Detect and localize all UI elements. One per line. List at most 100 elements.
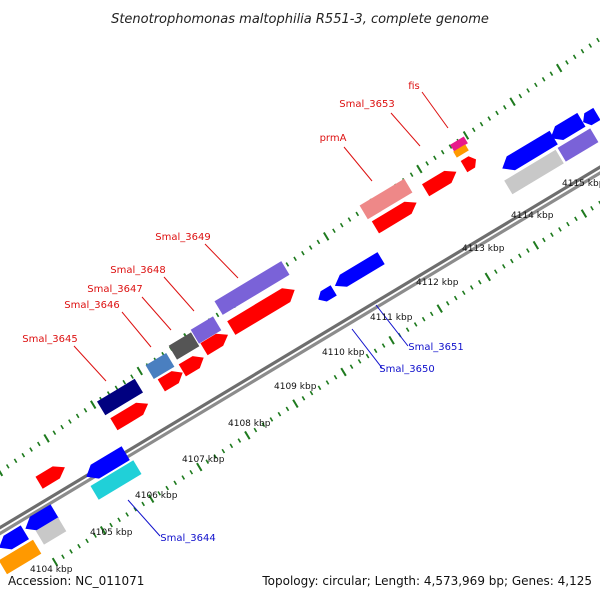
major-tick [43, 433, 50, 443]
minor-tick [461, 290, 466, 296]
major-tick [148, 494, 155, 504]
gene-arrow [35, 517, 67, 545]
minor-tick [558, 227, 562, 232]
major-tick [292, 399, 299, 408]
minor-tick [133, 506, 137, 512]
gene-arrow [0, 525, 29, 550]
minor-tick [221, 448, 226, 454]
gene-arrow [145, 353, 175, 379]
gene-arrow [86, 446, 130, 479]
minor-tick [52, 430, 57, 436]
minor-tick [285, 262, 290, 267]
minor-tick [526, 88, 530, 93]
gene-label[interactable]: Smal_3646 [64, 300, 119, 311]
gene-leader-line [163, 276, 195, 312]
minor-tick [355, 211, 360, 217]
gene-arrow [90, 460, 142, 500]
minor-tick [445, 301, 450, 306]
gene-leader-line [204, 243, 239, 279]
gene-label[interactable]: Smal_3651 [408, 342, 463, 353]
gene-label[interactable]: Smal_3647 [87, 284, 142, 295]
major-tick [196, 462, 203, 472]
gene-label[interactable]: Smal_3653 [339, 99, 394, 110]
minor-tick [61, 554, 65, 560]
gene-label[interactable]: Smal_3648 [110, 265, 165, 276]
minor-tick [316, 239, 321, 245]
gene-arrow [200, 333, 228, 356]
gene-label[interactable]: fis [408, 81, 420, 92]
major-tick [436, 304, 443, 313]
minor-tick [580, 48, 585, 54]
gene-label[interactable]: Smal_3644 [160, 533, 215, 544]
minor-tick [68, 419, 72, 424]
minor-tick [440, 149, 445, 155]
minor-tick [565, 60, 569, 65]
minor-tick [347, 217, 352, 222]
minor-tick [510, 258, 514, 264]
minor-tick [114, 385, 119, 391]
major-tick [323, 231, 330, 241]
major-tick [555, 63, 563, 73]
minor-tick [309, 390, 314, 396]
gene-leader-line [421, 91, 449, 129]
minor-tick [495, 110, 499, 116]
gene-label[interactable]: Smal_3650 [379, 364, 434, 375]
minor-tick [566, 221, 570, 227]
gene-arrow [460, 156, 476, 173]
kbp-tick-label: 4111 kbp [370, 313, 413, 323]
minor-tick [325, 380, 330, 385]
kbp-tick-label: 4106 kbp [135, 491, 178, 501]
major-tick [580, 209, 588, 218]
gene-leader-line [375, 304, 409, 347]
gene-arrow [214, 261, 290, 315]
minor-tick [493, 269, 498, 274]
gene-arrow [190, 316, 222, 344]
minor-tick [373, 348, 378, 354]
minor-tick [381, 343, 386, 348]
minor-tick [405, 327, 410, 333]
gene-leader-line [121, 311, 152, 348]
minor-tick [518, 253, 522, 259]
gene-arrow [583, 107, 600, 126]
gene-arrow [178, 356, 204, 377]
kbp-tick-label: 4110 kbp [322, 348, 365, 358]
gene-label[interactable]: prmA [320, 133, 347, 144]
minor-tick [213, 454, 218, 459]
minor-tick [157, 491, 162, 496]
major-tick [340, 367, 347, 377]
major-tick [462, 131, 470, 140]
minor-tick [487, 116, 492, 121]
gene-label[interactable]: Smal_3649 [155, 232, 210, 243]
gene-arrow [157, 371, 183, 392]
gene-label[interactable]: Smal_3645 [22, 334, 77, 345]
minor-tick [588, 43, 593, 48]
minor-tick [125, 512, 129, 517]
minor-tick [77, 543, 81, 549]
minor-tick [317, 385, 322, 391]
minor-tick [471, 127, 476, 133]
minor-tick [308, 245, 313, 250]
minor-tick [479, 121, 484, 127]
major-tick [51, 557, 59, 567]
minor-tick [453, 295, 458, 301]
minor-tick [13, 458, 18, 464]
label-leaders [73, 91, 449, 537]
minor-tick [542, 237, 546, 243]
minor-tick [141, 501, 145, 507]
gene-leader-line [390, 112, 421, 147]
minor-tick [181, 475, 186, 480]
minor-tick [572, 54, 577, 60]
minor-tick [349, 364, 354, 369]
gene-arrow [450, 136, 468, 152]
minor-tick [253, 427, 258, 433]
genome-backbone [0, 165, 600, 536]
minor-tick [333, 374, 338, 380]
minor-tick [574, 216, 578, 222]
gene-arrow [371, 201, 417, 234]
minor-tick [502, 105, 507, 110]
minor-tick [425, 161, 429, 166]
gene-leader-line [141, 296, 172, 331]
minor-tick [29, 447, 33, 452]
major-tick [136, 366, 143, 376]
gene-arrow [422, 170, 457, 197]
